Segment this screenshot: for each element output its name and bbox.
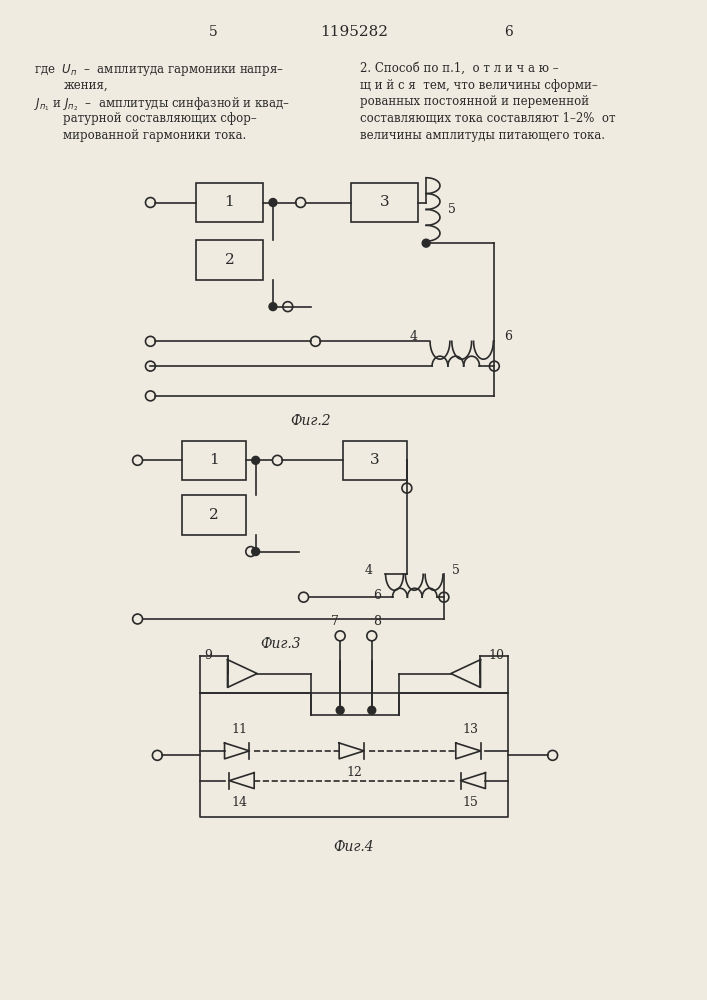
Text: 5: 5 [209, 25, 218, 39]
Bar [196, 183, 263, 222]
Text: 7: 7 [332, 615, 339, 628]
Text: Фиг.3: Фиг.3 [261, 637, 301, 651]
Text: 5: 5 [452, 564, 460, 577]
Circle shape [252, 456, 259, 464]
Bar [182, 440, 246, 480]
Text: 12: 12 [346, 766, 362, 779]
Text: рованных постоянной и переменной: рованных постоянной и переменной [360, 95, 589, 108]
Text: 8: 8 [373, 615, 381, 628]
Text: мированной гармоники тока.: мированной гармоники тока. [64, 129, 247, 142]
Text: 15: 15 [462, 796, 479, 809]
Text: 3: 3 [370, 453, 380, 467]
Text: 4: 4 [365, 564, 373, 577]
Text: $J_{п_1}$ и $J_{п_2}$  –  амплитуды синфазной и квад–: $J_{п_1}$ и $J_{п_2}$ – амплитуды синфаз… [34, 95, 289, 113]
Bar [351, 183, 419, 222]
Text: 1195282: 1195282 [320, 25, 388, 39]
Text: 1: 1 [225, 196, 234, 210]
Text: 2: 2 [209, 508, 218, 522]
Circle shape [269, 199, 277, 206]
Text: 2: 2 [225, 253, 234, 267]
Text: где  $U_п$  –  амплитуда гармоники напря–: где $U_п$ – амплитуда гармоники напря– [34, 62, 284, 78]
Bar [182, 495, 246, 535]
Text: 9: 9 [204, 649, 211, 662]
Text: ратурной составляющих сфор–: ратурной составляющих сфор– [64, 112, 257, 125]
Text: составляющих тока составляют 1–2%  от: составляющих тока составляют 1–2% от [360, 112, 616, 125]
Text: 6: 6 [504, 25, 513, 39]
Text: 13: 13 [462, 723, 479, 736]
Text: жения,: жения, [64, 79, 108, 92]
Text: 10: 10 [489, 649, 504, 662]
Bar [343, 440, 407, 480]
Text: 3: 3 [380, 196, 390, 210]
Text: 11: 11 [231, 723, 247, 736]
Text: 4: 4 [409, 330, 417, 343]
Text: 2. Способ по п.1,  о т л и ч а ю –: 2. Способ по п.1, о т л и ч а ю – [360, 62, 559, 75]
Text: 1: 1 [209, 453, 218, 467]
Circle shape [269, 303, 277, 311]
Circle shape [252, 548, 259, 556]
Text: Фиг.4: Фиг.4 [334, 840, 374, 854]
Circle shape [337, 706, 344, 714]
Circle shape [368, 706, 375, 714]
Text: 14: 14 [231, 796, 247, 809]
Text: щ и й с я  тем, что величины сформи–: щ и й с я тем, что величины сформи– [360, 79, 597, 92]
Text: 6: 6 [373, 589, 380, 602]
Text: Фиг.2: Фиг.2 [290, 414, 331, 428]
Text: 5: 5 [448, 203, 456, 216]
Circle shape [422, 239, 430, 247]
Bar [196, 240, 263, 280]
Text: 6: 6 [504, 330, 512, 343]
Text: величины амплитуды питающего тока.: величины амплитуды питающего тока. [360, 129, 605, 142]
